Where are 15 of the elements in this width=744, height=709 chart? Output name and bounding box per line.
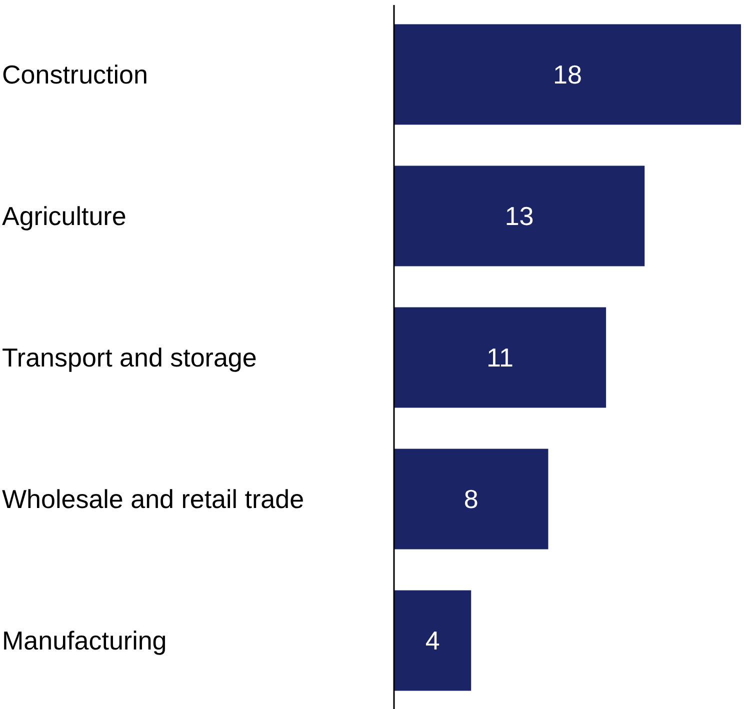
bar [394, 448, 548, 550]
bar [394, 166, 645, 266]
y-tick-label: Construction [2, 60, 148, 90]
bar [394, 24, 741, 125]
bar [394, 590, 472, 691]
y-tick-label: Manufacturing [2, 626, 167, 656]
y-tick-label: Wholesale and retail trade [2, 484, 304, 514]
data-label: 8 [464, 484, 478, 514]
y-tick-label: Transport and storage [2, 342, 257, 373]
data-label: 13 [504, 201, 534, 232]
data-label: 18 [553, 60, 582, 90]
data-label: 4 [425, 626, 440, 656]
data-label: 11 [486, 342, 514, 373]
bar [394, 307, 606, 408]
y-tick-label: Agriculture [2, 201, 126, 232]
